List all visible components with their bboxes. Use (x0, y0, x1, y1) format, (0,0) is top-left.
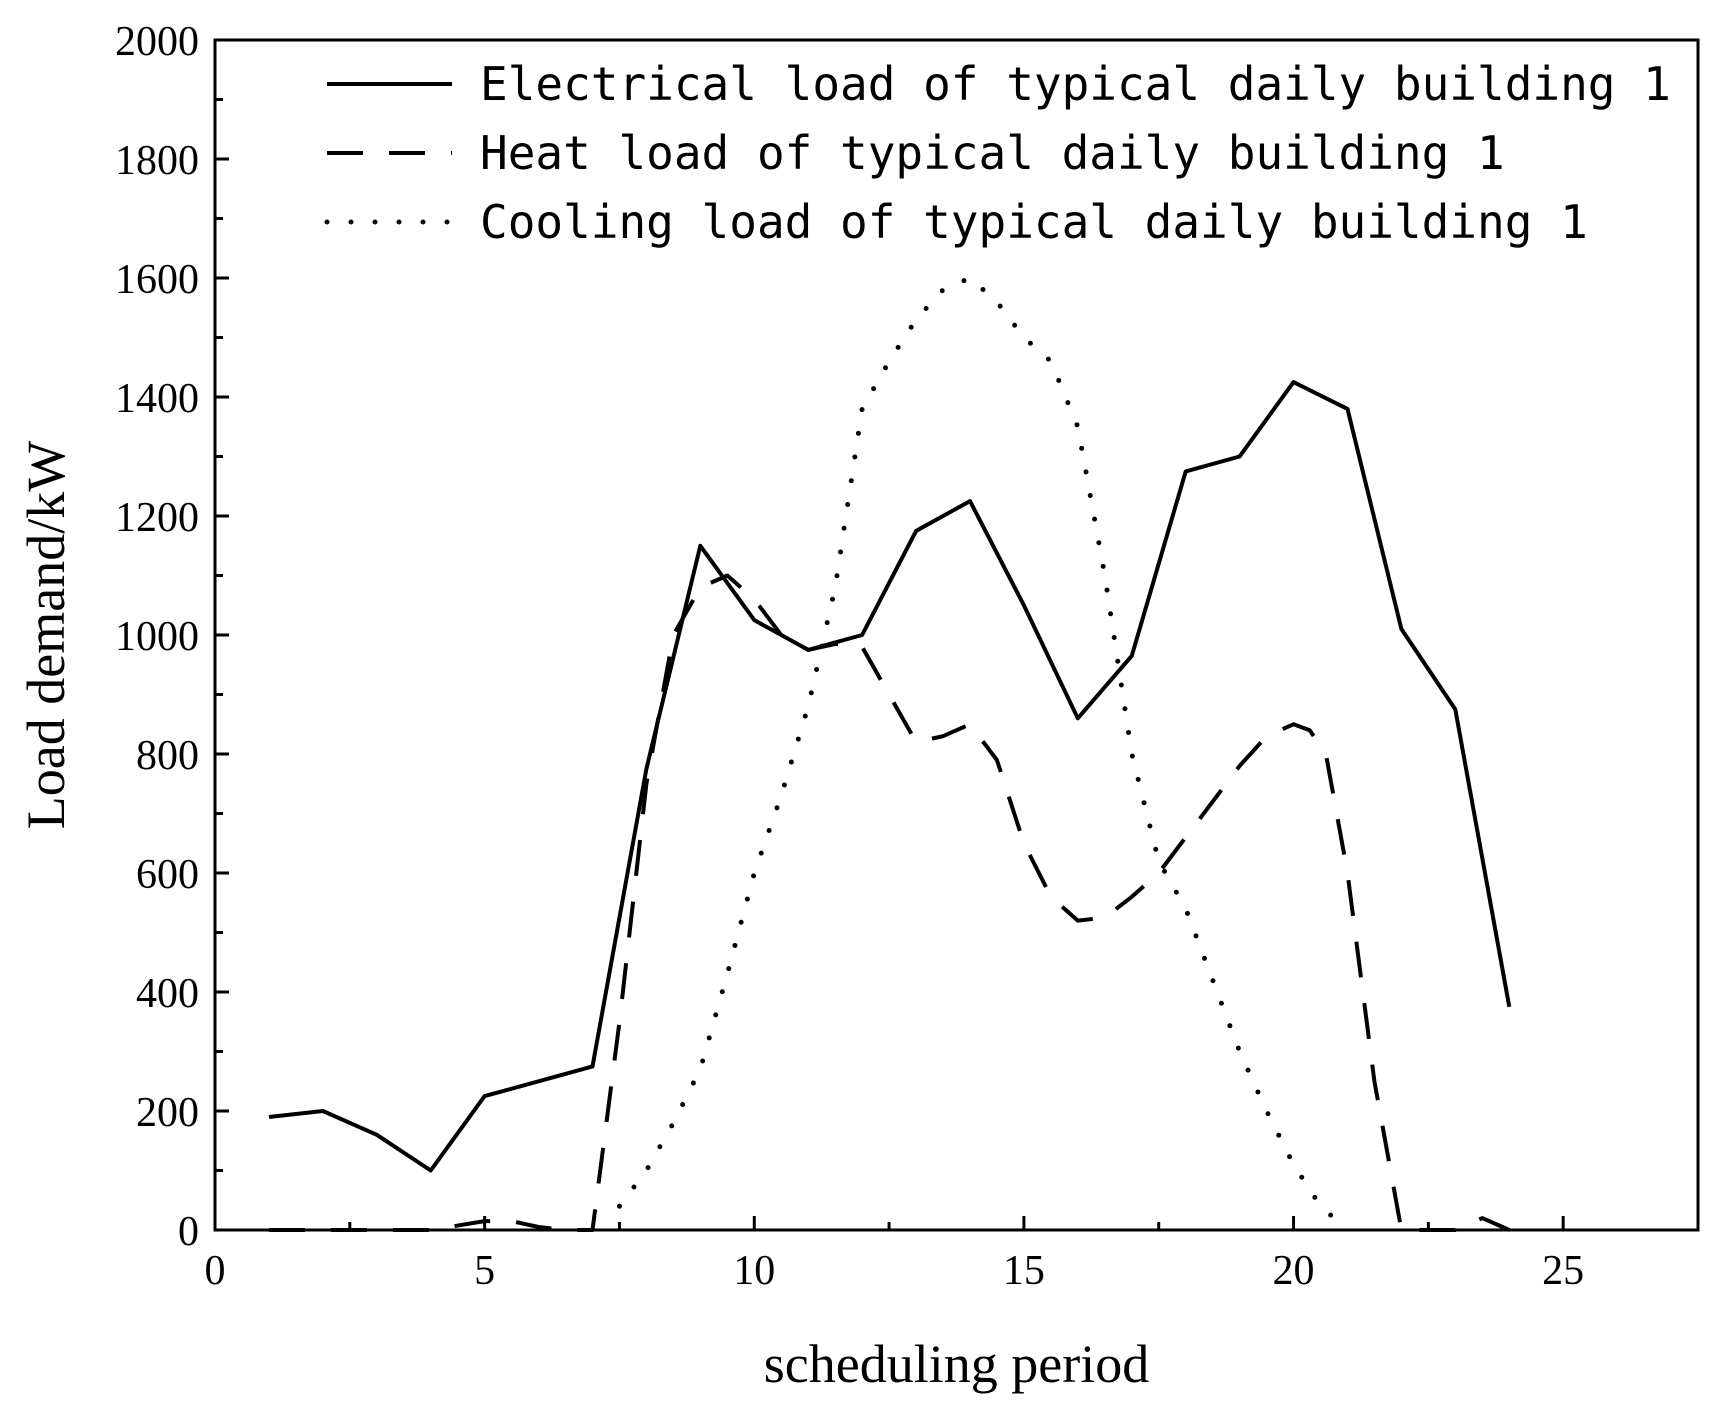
y-tick-label: 600 (136, 852, 199, 898)
x-tick-label: 25 (1542, 1248, 1584, 1294)
y-tick-label: 1200 (115, 495, 199, 541)
x-tick-label: 20 (1273, 1248, 1315, 1294)
x-tick-label: 0 (205, 1248, 226, 1294)
axes: 0 5 10 15 20 25 0 200 400 600 800 1000 1200 1400 1600 1… (115, 19, 1700, 1294)
y-tick-label: 800 (136, 733, 199, 779)
y-tick-label: 400 (136, 971, 199, 1017)
series-line-dotted (617, 275, 1350, 1233)
y-tick-label: 1800 (115, 138, 199, 184)
y-tick-label: 2000 (115, 19, 199, 65)
y-tick-label: 1400 (115, 376, 199, 422)
legend-label: Electrical load of typical daily buildin… (480, 57, 1671, 111)
legend-label: Heat load of typical daily building 1 (480, 126, 1505, 180)
legend-label: Cooling load of typical daily building 1 (480, 195, 1588, 249)
plot-area (268, 275, 1512, 1233)
y-axis-title: Load demand/kW (16, 441, 76, 829)
x-tick-label: 5 (474, 1248, 495, 1294)
x-tick-label: 15 (1003, 1248, 1045, 1294)
y-tick-label: 1000 (115, 614, 199, 660)
series-line-dashed (268, 573, 1511, 1232)
legend: Electrical load of typical daily buildin… (324, 57, 1671, 249)
series-line-solid (268, 380, 1512, 1173)
x-tick-label: 10 (733, 1248, 775, 1294)
y-tick-label: 0 (178, 1209, 199, 1255)
y-tick-label: 200 (136, 1090, 199, 1136)
y-tick-label: 1600 (115, 257, 199, 303)
x-axis-title: scheduling period (764, 1334, 1149, 1394)
